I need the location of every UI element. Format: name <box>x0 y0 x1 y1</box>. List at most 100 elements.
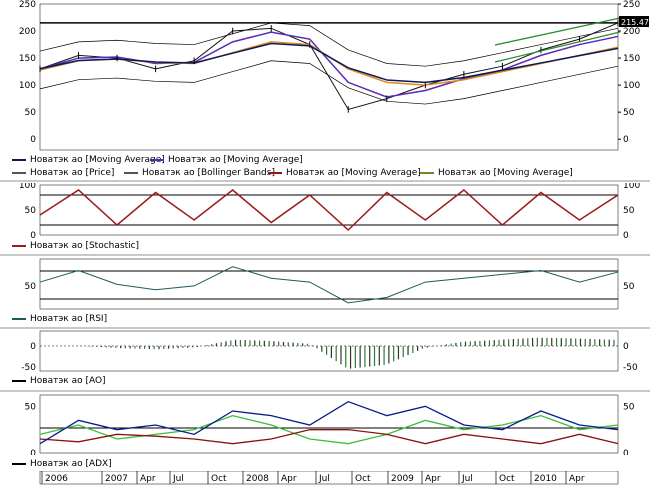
legend-adx: Новатэк ао [ADX] <box>12 459 112 469</box>
price-y-axis-left: 250 200 150 100 50 0 <box>19 0 36 145</box>
legend-label: Новатэк ао [Moving Average] <box>286 168 421 178</box>
rsi-line <box>39 266 619 304</box>
bollinger-upper <box>39 22 619 67</box>
bollinger-bands <box>39 22 619 105</box>
adx-chart: 50 50 0 0 <box>25 394 635 455</box>
time-label: Oct <box>499 474 515 484</box>
price-tick-label: 0 <box>30 135 36 145</box>
ma-navy-line <box>39 42 619 84</box>
legend-swatch <box>12 245 26 247</box>
legend-label: Новатэк ао [Moving Average] <box>168 155 303 165</box>
stoch-tick-label: 100 <box>19 183 36 191</box>
stochastic-chart: 100 100 50 50 0 0 <box>19 183 641 238</box>
legend-label: Новатэк ао [RSI] <box>30 314 108 324</box>
stoch-tick-label-right: 100 <box>623 183 640 191</box>
trend-line-lower <box>494 31 621 63</box>
bollinger-lower <box>39 60 619 105</box>
panel-separator <box>0 327 650 329</box>
price-line <box>39 22 619 111</box>
adx-tick-label-right: 0 <box>623 449 629 455</box>
stoch-y-axis: 100 100 50 50 0 0 <box>19 183 641 238</box>
legend-price: Новатэк ао [Price] <box>12 168 114 178</box>
time-label: Jul <box>318 474 330 484</box>
stoch-plot-area <box>39 184 619 236</box>
legend-swatch <box>124 172 138 174</box>
price-series <box>39 19 619 113</box>
time-label: Apr <box>140 474 156 484</box>
price-tick-label: 150 <box>19 54 36 64</box>
legend-ao: Новатэк ао [AO] <box>12 376 106 386</box>
price-tick-label: 200 <box>19 27 36 37</box>
legend-swatch <box>12 159 26 161</box>
legend-bollinger: Новатэк ао [Bollinger Bands] <box>124 168 275 178</box>
rsi-tick-label-right: 50 <box>623 282 635 292</box>
price-tick-label: 250 <box>19 0 36 10</box>
legend-label: Новатэк ао [Bollinger Bands] <box>142 168 275 178</box>
price-chart: 250 200 150 100 50 0 250 200 150 100 50 0 215.476 <box>19 0 650 151</box>
price-tick-label: 50 <box>25 108 37 118</box>
last-price-badge <box>619 16 649 27</box>
ao-y-axis: 0 0 -50 -50 <box>21 342 638 372</box>
legend-swatch <box>12 172 26 174</box>
adx-minus-di-line <box>39 429 619 445</box>
legend-label: Новатэк ао [Stochastic] <box>30 241 140 251</box>
stoch-tick-label: 50 <box>25 206 37 216</box>
panel-separator <box>0 254 650 256</box>
legend-ma-3: Новатэк ао [Moving Average] <box>268 168 421 178</box>
price-tick-label: 100 <box>19 81 36 91</box>
legend-label: Новатэк ао [Price] <box>30 168 115 178</box>
price-tick-label-right: 150 <box>623 54 640 64</box>
ao-histogram <box>81 337 615 369</box>
legend-label: Новатэк ао [ADX] <box>30 459 112 469</box>
time-label: 2009 <box>391 474 414 484</box>
legend-swatch <box>150 159 164 161</box>
price-tick-label-right: 50 <box>623 108 635 118</box>
time-label: Jul <box>172 474 184 484</box>
adx-y-axis: 50 50 0 0 <box>25 402 635 455</box>
adx-line <box>39 400 619 445</box>
time-label: 2007 <box>105 474 128 484</box>
legend-rsi: Новатэк ао [RSI] <box>12 314 107 324</box>
ao-tick-label: -50 <box>21 363 36 372</box>
ao-plot-area <box>39 330 619 372</box>
last-price-label: 215.476 <box>621 18 650 27</box>
adx-tick-label-right: 50 <box>623 402 635 412</box>
time-axis-bar <box>39 471 619 485</box>
legend-label: Новатэк ао [Moving Average] <box>438 168 573 178</box>
rsi-y-axis: 50 50 <box>25 282 635 292</box>
legend-stochastic: Новатэк ао [Stochastic] <box>12 241 139 251</box>
legend-swatch <box>268 172 282 174</box>
ao-tick-label-right: -50 <box>623 363 638 372</box>
stoch-tick-label: 0 <box>30 231 36 238</box>
rsi-tick-label: 50 <box>25 282 37 292</box>
legend-label: Новатэк ао [AO] <box>30 376 106 386</box>
time-label: Apr <box>569 474 585 484</box>
legend-swatch <box>12 463 26 465</box>
legend-ma-1: Новатэк ао [Moving Average] <box>12 155 165 165</box>
time-label: 2008 <box>246 474 269 484</box>
legend-swatch <box>12 318 26 320</box>
time-label: 2006 <box>45 474 68 484</box>
price-tick-label-right: 250 <box>623 0 640 10</box>
price-tick-label-right: 100 <box>623 81 640 91</box>
ao-tick-label-right: 0 <box>623 342 629 352</box>
panel-separator <box>0 390 650 392</box>
rsi-plot-area <box>39 258 619 310</box>
time-label: Oct <box>211 474 227 484</box>
adx-plot-area <box>39 394 619 454</box>
ao-chart: 0 0 -50 -50 <box>21 330 638 372</box>
price-y-axis-right: 250 200 150 100 50 0 <box>618 0 640 145</box>
time-label: Jul <box>461 474 473 484</box>
ao-tick-label: 0 <box>30 342 36 352</box>
panel-separator <box>0 180 650 182</box>
stoch-tick-label-right: 50 <box>623 206 635 216</box>
adx-tick-label: 50 <box>25 402 37 412</box>
time-label: Apr <box>425 474 441 484</box>
trend-line-upper <box>494 17 621 46</box>
rsi-chart: 50 50 <box>25 258 635 310</box>
price-tick-label-right: 200 <box>623 27 640 37</box>
time-axis-labels: 2006 2007 Apr Jul Oct 2008 Apr Jul Oct 2009 Apr Jul… <box>41 471 585 484</box>
stochastic-line <box>39 189 619 232</box>
stoch-tick-label-right: 0 <box>623 231 629 238</box>
legend-label: Новатэк ао [Moving Average] <box>30 155 165 165</box>
